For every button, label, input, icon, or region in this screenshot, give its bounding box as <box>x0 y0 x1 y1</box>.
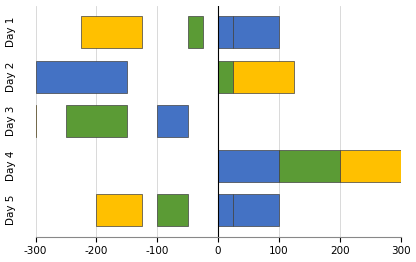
Bar <box>188 16 203 48</box>
Bar <box>233 16 279 48</box>
Bar <box>233 61 294 93</box>
Bar <box>97 194 142 226</box>
Bar <box>218 61 233 93</box>
Bar <box>81 16 142 48</box>
Bar <box>218 16 233 48</box>
Bar <box>157 105 188 137</box>
Bar <box>218 150 279 182</box>
Bar <box>0 105 35 137</box>
Bar <box>157 194 188 226</box>
Bar <box>279 150 340 182</box>
Bar <box>233 194 279 226</box>
Bar <box>35 61 127 93</box>
Bar <box>218 194 233 226</box>
Bar <box>340 150 401 182</box>
Bar <box>66 105 127 137</box>
